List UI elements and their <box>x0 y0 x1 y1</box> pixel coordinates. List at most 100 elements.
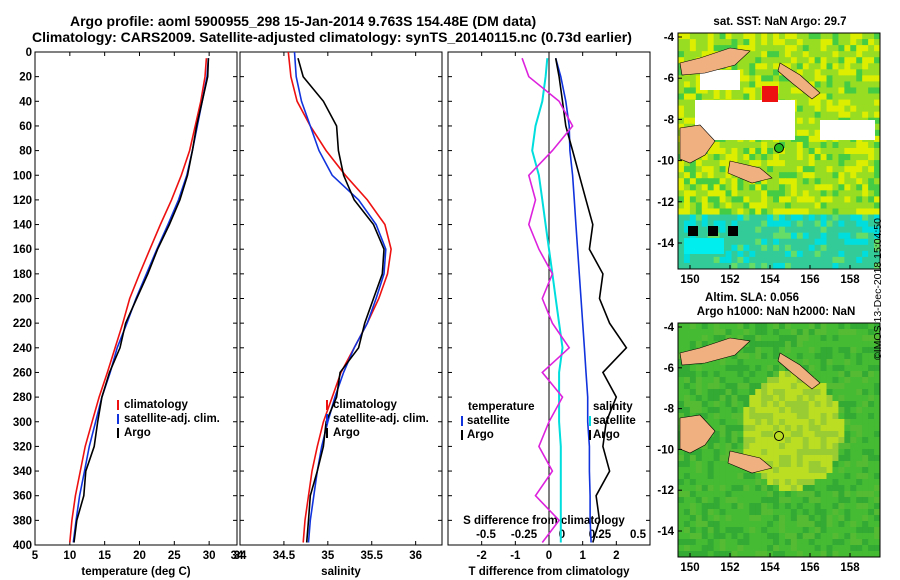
map-cell <box>862 341 869 348</box>
map-cell <box>755 509 762 516</box>
map-cell <box>784 238 792 246</box>
map-cell <box>826 545 833 552</box>
map-cell <box>862 359 869 366</box>
map-cell <box>707 335 715 342</box>
map-cell <box>802 69 810 76</box>
y-tick-label: 360 <box>13 491 32 503</box>
map-cell <box>767 467 774 474</box>
map-cell <box>856 202 863 209</box>
map-cell <box>713 154 721 161</box>
map-cell <box>701 503 709 510</box>
map-cell <box>832 196 839 203</box>
map-cell <box>683 256 691 264</box>
map-cell <box>850 184 857 191</box>
map-cell <box>838 105 845 113</box>
map-cell <box>719 455 727 462</box>
map-cell <box>755 81 762 88</box>
map-cell <box>862 178 869 185</box>
map-cell <box>838 329 845 336</box>
map-cell <box>790 226 798 234</box>
map-cell <box>743 347 750 354</box>
map-cell <box>796 69 804 76</box>
map-cell <box>761 178 768 185</box>
map-cell <box>725 425 732 432</box>
map-cell <box>761 196 768 203</box>
map-cell <box>790 401 798 408</box>
map-cell <box>844 172 851 179</box>
map-cell <box>832 178 839 185</box>
map-cell <box>779 503 786 510</box>
map-cell <box>850 437 857 444</box>
map-cell <box>719 202 727 209</box>
map-cell <box>796 407 804 414</box>
map-cell <box>707 45 715 52</box>
map-cell <box>808 485 816 492</box>
map-cell <box>683 413 691 420</box>
map-cell <box>719 467 727 474</box>
map-cell <box>868 407 875 414</box>
map-cell <box>826 63 833 70</box>
map-cell <box>707 39 715 46</box>
map-cell <box>808 527 816 534</box>
map-cell <box>856 365 863 372</box>
map-cell <box>814 443 822 450</box>
map-cell <box>713 401 721 408</box>
map-cell <box>713 172 721 179</box>
map-cell <box>790 45 798 52</box>
map-cell <box>832 377 839 384</box>
map-cell <box>737 425 744 432</box>
map-cell <box>713 323 721 330</box>
map-cell <box>856 105 863 113</box>
map-cell <box>790 539 798 546</box>
map-cell <box>767 341 774 348</box>
map-cell <box>862 425 869 432</box>
map-cell <box>713 377 721 384</box>
map-cell <box>755 244 762 252</box>
map-cell <box>689 256 697 264</box>
map-cell <box>796 467 804 474</box>
map-cell <box>743 57 750 64</box>
map-cell <box>832 425 839 432</box>
map-cell <box>874 323 881 330</box>
map-cell <box>683 467 691 474</box>
x-axis-label: salinity <box>321 566 361 578</box>
map-cell <box>731 214 738 222</box>
map-cell <box>713 214 721 222</box>
map-cell <box>844 256 851 264</box>
map-cell <box>678 539 685 546</box>
map-cell <box>844 461 851 468</box>
map-cell <box>683 220 691 228</box>
map-cell <box>796 141 804 149</box>
map-cell <box>814 208 822 216</box>
map-cell <box>707 449 715 456</box>
map-cell <box>737 262 744 270</box>
map-cell <box>850 93 857 101</box>
map-cell <box>820 184 828 191</box>
map-cell <box>683 461 691 468</box>
map-cell <box>832 455 839 462</box>
map-cell <box>832 160 839 167</box>
map-cell <box>820 419 828 426</box>
map-cell <box>844 545 851 552</box>
map-cell <box>773 425 780 432</box>
map-cell <box>784 461 792 468</box>
map-cell <box>701 389 709 396</box>
map-cell <box>820 455 828 462</box>
map-cell <box>850 256 857 264</box>
map-cell <box>689 365 697 372</box>
map-cell <box>689 335 697 342</box>
map-cell <box>808 329 816 336</box>
map-cell <box>862 262 869 270</box>
map-cell <box>874 184 881 191</box>
y-tick-label: 140 <box>13 220 32 232</box>
map-cell <box>844 539 851 546</box>
map-cell <box>844 45 851 52</box>
map-cell <box>844 178 851 185</box>
map-cell <box>743 256 750 264</box>
legend-label: satellite-adj. clim. <box>333 413 429 425</box>
map-cell <box>773 551 780 558</box>
map-cell <box>862 365 869 372</box>
map-cell <box>790 527 798 534</box>
map-cell <box>767 51 774 58</box>
map-cell <box>862 533 869 540</box>
